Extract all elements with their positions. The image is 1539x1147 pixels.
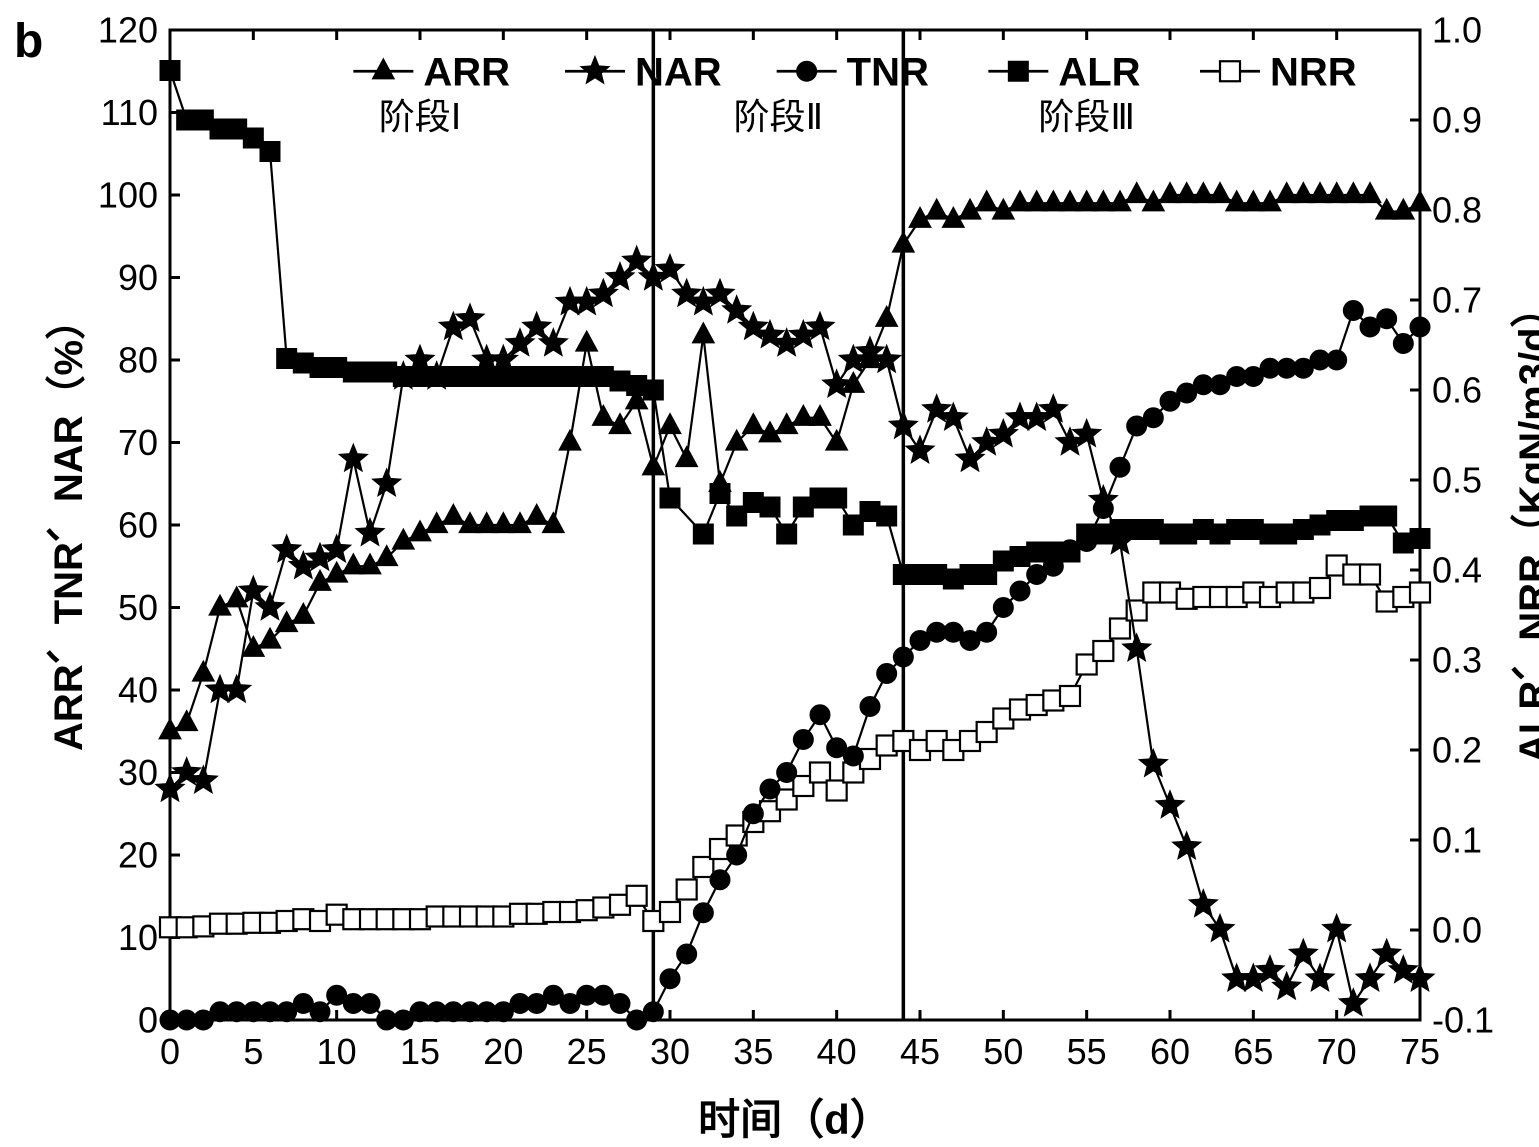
chart-stage: { "canvas": { "width": 1539, "height": 1… [0, 0, 1539, 1144]
svg-text:70: 70 [118, 422, 158, 463]
series-NRR [160, 556, 1430, 938]
svg-text:阶段Ⅰ: 阶段Ⅰ [379, 96, 462, 137]
svg-text:0.2: 0.2 [1432, 730, 1482, 771]
svg-text:0.1: 0.1 [1432, 820, 1482, 861]
svg-text:1.0: 1.0 [1432, 10, 1482, 51]
svg-text:15: 15 [400, 1031, 440, 1072]
svg-text:25: 25 [567, 1031, 607, 1072]
legend-label-NAR: NAR [635, 50, 722, 94]
svg-text:50: 50 [118, 587, 158, 628]
svg-text:50: 50 [983, 1031, 1023, 1072]
svg-text:0: 0 [160, 1031, 180, 1072]
series-ALR [160, 61, 1430, 590]
svg-text:0.6: 0.6 [1432, 370, 1482, 411]
svg-text:5: 5 [243, 1031, 263, 1072]
svg-text:80: 80 [118, 340, 158, 381]
legend-label-TNR: TNR [847, 50, 929, 94]
legend-label-ALR: ALR [1058, 50, 1140, 94]
svg-text:0: 0 [138, 1000, 158, 1041]
svg-text:70: 70 [1317, 1031, 1357, 1072]
svg-text:60: 60 [1150, 1031, 1190, 1072]
svg-text:20: 20 [483, 1031, 523, 1072]
y-right-axis-label: ALR、NRR（KgN/m3/d） [1505, 30, 1539, 1020]
svg-text:30: 30 [650, 1031, 690, 1072]
svg-text:110: 110 [101, 92, 158, 133]
svg-text:0.0: 0.0 [1432, 910, 1482, 951]
svg-text:100: 100 [98, 175, 158, 216]
svg-text:40: 40 [817, 1031, 857, 1072]
legend-label-ARR: ARR [423, 50, 510, 94]
y-left-axis-label: ARR、TNR、NAR（%） [40, 30, 98, 1020]
svg-text:10: 10 [118, 917, 158, 958]
svg-text:55: 55 [1067, 1031, 1107, 1072]
panel-letter: b [14, 18, 43, 66]
x-axis-label: 时间（d） [170, 1086, 1420, 1147]
svg-text:45: 45 [900, 1031, 940, 1072]
svg-text:60: 60 [118, 505, 158, 546]
svg-text:30: 30 [118, 752, 158, 793]
svg-text:35: 35 [733, 1031, 773, 1072]
svg-text:10: 10 [317, 1031, 357, 1072]
svg-text:阶段Ⅱ: 阶段Ⅱ [733, 96, 823, 137]
svg-text:0.4: 0.4 [1432, 550, 1482, 591]
svg-text:0.7: 0.7 [1432, 280, 1482, 321]
svg-text:0.8: 0.8 [1432, 190, 1482, 231]
series-NAR [156, 246, 1435, 1016]
legend-label-NRR: NRR [1270, 50, 1357, 94]
svg-text:20: 20 [118, 835, 158, 876]
svg-text:-0.1: -0.1 [1432, 1000, 1494, 1041]
svg-text:0.9: 0.9 [1432, 100, 1482, 141]
chart-svg: 0510152025303540455055606570750102030405… [0, 0, 1539, 1144]
svg-text:65: 65 [1233, 1031, 1273, 1072]
svg-text:90: 90 [118, 257, 158, 298]
svg-text:40: 40 [118, 670, 158, 711]
svg-text:120: 120 [98, 10, 158, 51]
svg-text:0.5: 0.5 [1432, 460, 1482, 501]
legend: ARR NAR TNR ALR NRR [353, 50, 1356, 94]
svg-text:0.3: 0.3 [1432, 640, 1482, 681]
svg-text:阶段Ⅲ: 阶段Ⅲ [1038, 96, 1135, 137]
